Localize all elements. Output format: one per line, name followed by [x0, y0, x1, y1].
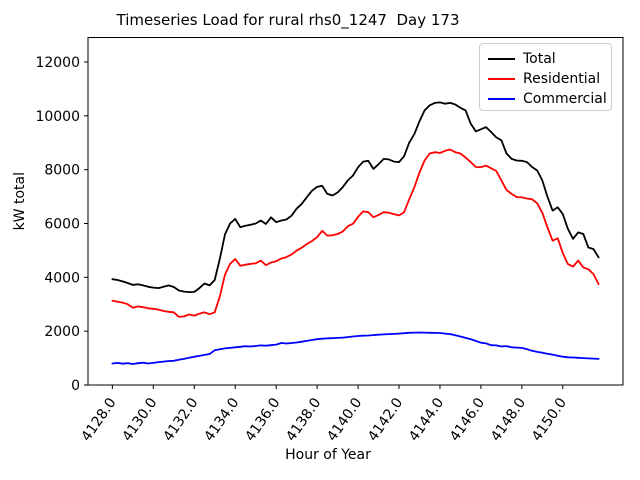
svg-text:12000: 12000: [35, 55, 80, 71]
svg-text:4140.0: 4140.0: [324, 395, 365, 444]
svg-text:4148.0: 4148.0: [488, 395, 529, 444]
x-axis-label: Hour of Year: [285, 447, 371, 463]
svg-text:6000: 6000: [44, 216, 80, 232]
legend-line-swatch: [488, 78, 515, 80]
legend-label: Commercial: [523, 91, 607, 107]
legend-item-residential: Residential: [488, 69, 611, 89]
y-axis-label: kW total: [12, 172, 28, 231]
legend-line-swatch: [488, 58, 515, 60]
svg-text:4128.0: 4128.0: [78, 395, 119, 444]
svg-text:4130.0: 4130.0: [119, 395, 160, 444]
legend-item-total: Total: [488, 49, 611, 69]
legend-label: Residential: [523, 71, 601, 87]
svg-text:4132.0: 4132.0: [160, 395, 201, 444]
svg-text:4150.0: 4150.0: [529, 395, 570, 444]
svg-text:4000: 4000: [44, 270, 80, 286]
svg-text:4136.0: 4136.0: [242, 395, 283, 444]
svg-text:10000: 10000: [35, 109, 80, 125]
svg-text:4134.0: 4134.0: [201, 395, 242, 444]
svg-text:4144.0: 4144.0: [406, 395, 447, 444]
svg-text:8000: 8000: [44, 163, 80, 179]
svg-text:4142.0: 4142.0: [365, 395, 406, 444]
chart-title: Timeseries Load for rural rhs0_1247 Day …: [116, 11, 460, 29]
svg-text:4138.0: 4138.0: [283, 395, 324, 444]
legend-item-commercial: Commercial: [488, 89, 611, 109]
svg-text:0: 0: [71, 378, 80, 394]
svg-text:4146.0: 4146.0: [447, 395, 488, 444]
legend: Total Residential Commercial: [479, 43, 612, 111]
legend-line-swatch: [488, 98, 515, 100]
legend-label: Total: [523, 51, 556, 67]
svg-text:2000: 2000: [44, 324, 80, 340]
